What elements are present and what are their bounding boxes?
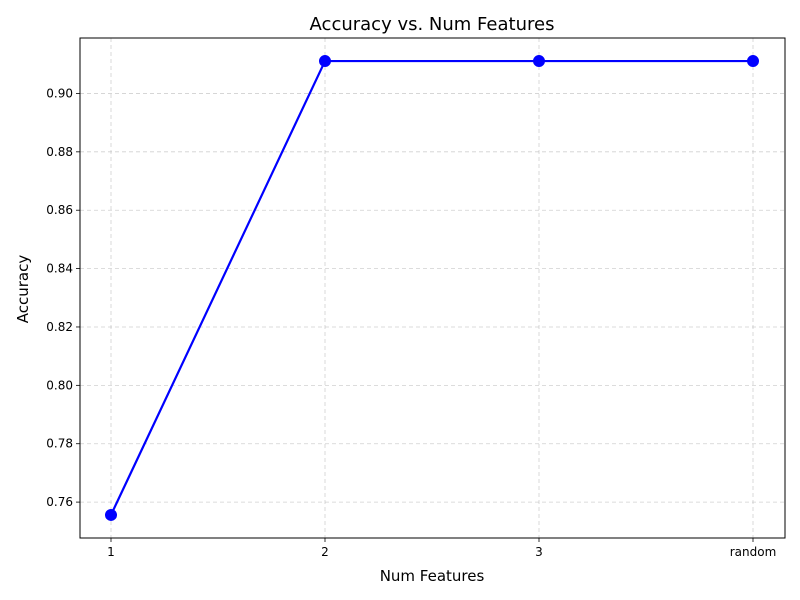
y-tick-label: 0.80 [46,378,73,392]
y-axis-label: Accuracy [14,255,32,324]
data-point [105,508,117,521]
data-point [747,55,759,68]
axis-ticks: 1 2 3 random 0.76 0.78 0.80 0.82 0.84 0.86 0.88 0.9… [46,86,776,559]
x-tick-label: 2 [321,545,329,559]
x-tick-label: 1 [107,545,115,559]
data-point [533,55,545,68]
y-tick-label: 0.78 [46,437,73,451]
data-series [105,55,759,521]
grid-lines [80,38,785,538]
plot-area-frame [79,37,786,539]
y-tick-label: 0.88 [46,145,73,159]
data-point [319,55,331,68]
y-tick-label: 0.90 [46,86,73,100]
y-tick-label: 0.86 [46,203,73,217]
chart-title: Accuracy vs. Num Features [310,14,555,35]
x-tick-label: random [730,545,777,559]
x-axis-label: Num Features [380,567,485,585]
y-tick-label: 0.76 [46,495,73,509]
x-tick-label: 3 [535,545,543,559]
series-line [110,59,753,516]
y-tick-label: 0.84 [46,262,73,276]
y-tick-label: 0.82 [46,320,73,334]
